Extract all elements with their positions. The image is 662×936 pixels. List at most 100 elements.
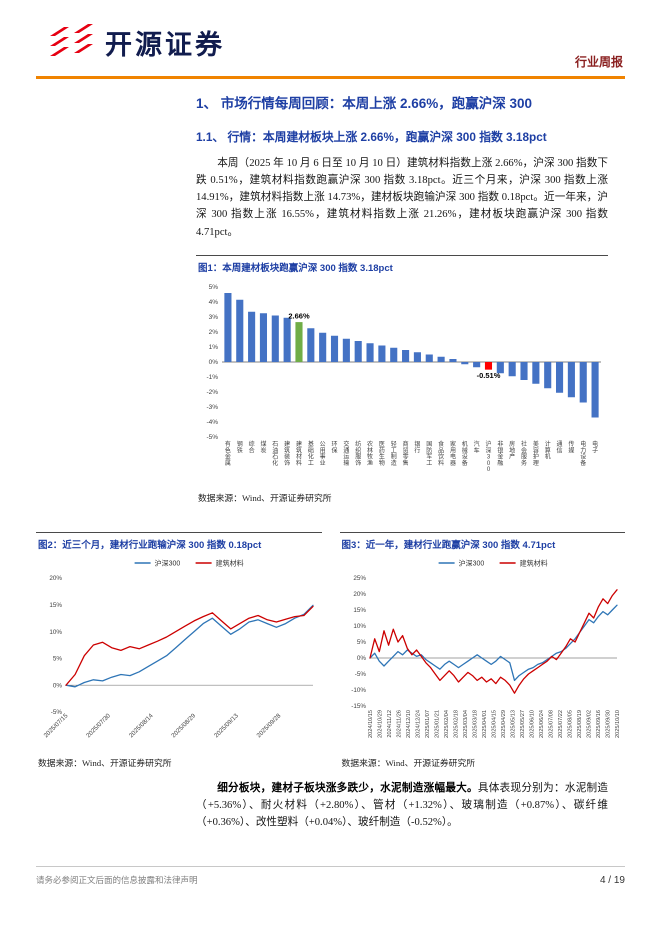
svg-text:5%: 5% [209,284,219,291]
closing-block: 细分板块，建材子板块涨多跌少，水泥制造涨幅最大。具体表现分别为：水泥制造（+5.… [196,780,608,831]
svg-text:3%: 3% [209,314,219,321]
svg-text:2025/09/30: 2025/09/30 [605,710,611,738]
svg-text:2025/07/22: 2025/07/22 [558,710,564,738]
svg-text:2025/04/29: 2025/04/29 [501,710,507,738]
figure-2-source: 数据来源：Wind、开源证券研究所 [38,758,172,768]
svg-text:2.66%: 2.66% [288,311,310,320]
figure-row: 图2：近三个月，建材行业跑输沪深 300 指数 0.18pct 沪深300 建筑材… [36,532,625,772]
closing-bold-text: 细分板块，建材子板块涨多跌少，水泥制造涨幅最大。 [217,783,478,794]
figure-1: 图1：本周建材板块跑赢沪深 300 指数 3.18pct 5% 4% 3% 2% 1% 0… [196,254,608,507]
bar-chart-sector-weekly-performance: 5% 4% 3% 2% 1% 0% -1% -2% -3% -4% -5% 有色金属钢铁综合煤炭石油石… [206,284,601,473]
svg-text:5%: 5% [53,656,63,663]
svg-text:-10%: -10% [351,687,366,694]
svg-text:-0.51%: -0.51% [477,371,501,380]
line-chart-one-year: 沪深300 建筑材料25%20%15%10%5%0%-5%-10%-15%2024… [351,559,621,739]
svg-text:机械设备: 机械设备 [462,440,468,467]
svg-text:2025/03/18: 2025/03/18 [472,710,478,738]
svg-text:25%: 25% [353,575,366,582]
svg-text:15%: 15% [49,602,62,609]
svg-text:钢铁: 钢铁 [237,440,243,454]
svg-text:2024/11/12: 2024/11/12 [387,710,393,738]
svg-text:建筑材料: 建筑材料 [296,440,302,467]
svg-text:2024/12/24: 2024/12/24 [415,710,421,738]
report-type-label: 行业周报 [574,55,623,69]
svg-text:电力设备: 电力设备 [580,440,586,467]
main-column: 1、 市场行情每周回顾：本周上涨 2.66%，跑赢沪深 300 1.1、 行情：… [196,88,608,507]
figure-1-source: 数据来源：Wind、开源证券研究所 [198,492,332,503]
svg-text:2025/05/27: 2025/05/27 [520,710,526,738]
svg-text:建筑装饰: 建筑装饰 [284,440,290,467]
brand-name: 开源证券 [105,29,225,60]
svg-text:国防军工: 国防军工 [426,441,432,467]
svg-text:2025/07/08: 2025/07/08 [548,710,554,738]
closing-rest-text: 具体表现分别为：水泥制造（+5.36%）、耐火材料（+2.80%）、管材（+1.… [196,783,609,829]
svg-text:沪深300: 沪深300 [458,559,484,568]
svg-text:2025/09/16: 2025/09/16 [596,710,602,738]
svg-text:-4%: -4% [206,419,218,426]
svg-text:房地产: 房地产 [509,440,515,461]
svg-text:食品饮料: 食品饮料 [438,440,444,467]
svg-text:医药生物: 医药生物 [379,441,385,467]
figure-3-caption: 图3：近一年，建材行业跑赢沪深 300 指数 4.71pct [339,532,625,554]
svg-text:0%: 0% [209,359,219,366]
svg-text:建筑材料: 建筑材料 [216,559,244,568]
brand-logo: 开源证券 [50,22,225,62]
svg-text:沪深300: 沪深300 [485,440,491,473]
svg-text:交通运输: 交通运输 [343,440,349,467]
svg-text:2025/06/10: 2025/06/10 [529,710,535,738]
svg-text:通信: 通信 [557,440,563,454]
svg-text:2025/01/21: 2025/01/21 [434,710,440,738]
footer-page-number: 4 / 19 [599,875,625,886]
svg-text:轻工制造: 轻工制造 [391,440,397,467]
svg-text:-5%: -5% [206,434,218,441]
svg-text:20%: 20% [353,591,366,598]
svg-text:2025/01/07: 2025/01/07 [425,710,431,738]
closing-paragraph: 细分板块，建材子板块涨多跌少，水泥制造涨幅最大。具体表现分别为：水泥制造（+5.… [196,780,608,831]
svg-text:2025/05/13: 2025/05/13 [510,710,516,738]
svg-text:5%: 5% [356,639,366,646]
svg-text:非银金融: 非银金融 [497,440,503,467]
svg-text:社会服务: 社会服务 [521,440,527,467]
header-divider [36,76,625,79]
svg-text:2%: 2% [209,329,219,336]
svg-text:2024/10/15: 2024/10/15 [368,710,374,738]
svg-text:2025/02/04: 2025/02/04 [444,710,450,738]
section-title: 1、 市场行情每周回顾：本周上涨 2.66%，跑赢沪深 300 [196,96,533,111]
svg-text:2025/09/02: 2025/09/02 [586,710,592,738]
svg-text:电子: 电子 [592,440,598,454]
svg-text:煤炭: 煤炭 [260,440,266,454]
svg-text:0%: 0% [356,655,366,662]
svg-text:2025/09/13: 2025/09/13 [213,712,240,739]
svg-text:2025/09/28: 2025/09/28 [255,712,282,739]
svg-text:传媒: 传媒 [568,440,574,454]
body-paragraph: 本周（2025 年 10 月 6 日至 10 月 10 日）建筑材料指数上涨 2… [196,158,608,238]
brand-logo-icon [50,24,93,56]
svg-text:计算机: 计算机 [545,440,551,461]
svg-text:2025/08/29: 2025/08/29 [170,712,197,739]
svg-text:公用事业: 公用事业 [320,441,326,467]
svg-text:2025/08/05: 2025/08/05 [567,710,573,738]
svg-text:美容护理: 美容护理 [533,440,539,467]
svg-text:2025/04/15: 2025/04/15 [491,710,497,738]
svg-text:有色金属: 有色金属 [225,440,231,467]
svg-text:2025/03/04: 2025/03/04 [463,710,469,738]
svg-text:20%: 20% [49,575,62,582]
svg-text:10%: 10% [49,629,62,636]
svg-text:建筑材料: 建筑材料 [519,559,547,568]
svg-text:0%: 0% [53,682,63,689]
svg-text:2024/12/10: 2024/12/10 [406,710,412,738]
figure-2-caption: 图2：近三个月，建材行业跑输沪深 300 指数 0.18pct [36,532,322,554]
svg-text:银行: 银行 [414,440,420,454]
svg-text:2025/08/19: 2025/08/19 [577,710,583,738]
svg-text:4%: 4% [209,299,219,306]
svg-text:1%: 1% [209,344,219,351]
svg-text:农林牧渔: 农林牧渔 [367,440,373,467]
svg-text:2025/06/24: 2025/06/24 [539,710,545,738]
svg-text:综合: 综合 [249,440,255,454]
svg-text:2025/10/10: 2025/10/10 [615,710,621,738]
report-header: 开源证券 行业周报 [36,16,625,72]
page-footer: 请务必参阅正文后面的信息披露和法律声明 4 / 19 [36,866,625,886]
footer-disclaimer: 请务必参阅正文后面的信息披露和法律声明 [36,875,198,885]
